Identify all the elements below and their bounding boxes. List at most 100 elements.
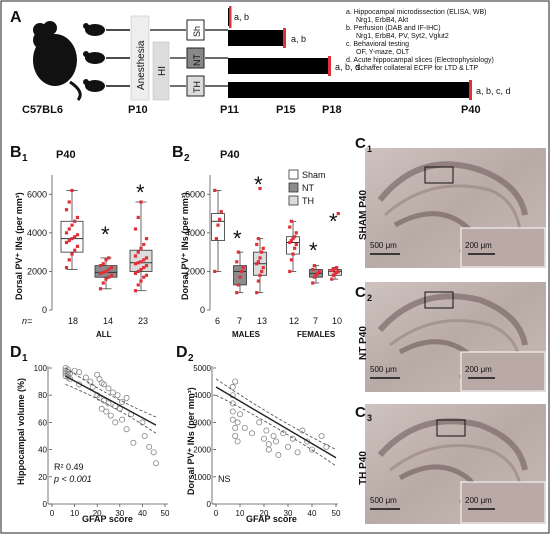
data-point — [109, 273, 114, 277]
panel-b1-ylabel: Dorsal PV⁺ INs (per mm³) — [14, 192, 24, 300]
panel-b1-sub: 1 — [22, 153, 28, 164]
data-point — [76, 369, 83, 376]
data-point — [304, 438, 311, 445]
data-point — [270, 432, 277, 439]
data-point — [235, 291, 239, 295]
data-point — [82, 374, 89, 381]
data-point — [96, 394, 103, 401]
y-tick-label: 2000 — [193, 446, 211, 455]
y-tick-label: 80 — [38, 391, 47, 400]
data-point — [299, 427, 306, 434]
data-point — [136, 250, 140, 254]
data-point — [256, 260, 260, 264]
data-point — [234, 438, 241, 445]
y-tick-label: 4000 — [27, 228, 47, 238]
data-point — [214, 237, 218, 241]
data-point — [280, 430, 287, 437]
data-point — [101, 270, 105, 274]
bar-annotation-1: a, b — [234, 12, 249, 22]
b2-group-females: FEMALES — [297, 330, 336, 339]
data-point — [232, 432, 239, 439]
data-point — [144, 273, 149, 277]
data-point — [104, 269, 108, 274]
data-point — [133, 271, 138, 275]
timepoint-p40: P40 — [461, 104, 481, 116]
panel-d1-xlabel: GFAP score — [82, 514, 133, 524]
data-point — [105, 400, 112, 407]
y-tick-label: 2000 — [185, 266, 205, 276]
y-tick-label: 60 — [38, 418, 47, 427]
data-point — [293, 235, 297, 239]
y-tick-label: 40 — [38, 446, 47, 455]
b2-group-males: MALES — [232, 330, 261, 339]
timeline-bar-p18 — [228, 58, 330, 74]
data-point — [105, 385, 112, 392]
data-point — [314, 273, 318, 277]
data-point — [284, 443, 291, 450]
data-point — [70, 252, 74, 256]
data-point — [263, 427, 270, 434]
data-point — [294, 449, 301, 456]
x-tick-label: 0 — [214, 509, 219, 518]
data-point — [336, 211, 340, 216]
legend-line: c. Behavioral testing — [346, 41, 409, 48]
b2-n-4: 12 — [289, 316, 299, 326]
data-point — [104, 277, 108, 281]
data-point — [133, 262, 138, 266]
data-point — [256, 419, 263, 426]
panel-d1-ylabel: Hippocampal volume (%) — [16, 378, 26, 485]
b2-star-male-nt: * — [233, 226, 242, 251]
data-point — [130, 439, 137, 446]
data-point — [258, 273, 262, 277]
data-point — [114, 392, 121, 399]
confidence-band — [65, 383, 157, 434]
data-point — [107, 275, 111, 279]
scale-inset: 200 μm — [465, 365, 492, 374]
legend-line: OF, Y-maze, OLT — [356, 49, 410, 56]
panel-b2-label: B — [172, 144, 184, 161]
data-point — [75, 215, 80, 220]
data-point — [316, 271, 320, 275]
data-point — [331, 273, 335, 277]
fit-line — [65, 375, 157, 426]
box — [60, 220, 84, 253]
x-tick-label: 0 — [50, 509, 55, 518]
data-point — [139, 419, 146, 426]
data-point — [248, 430, 255, 437]
y-tick-label: 100 — [34, 364, 48, 373]
panel-b1-age: P40 — [56, 149, 76, 161]
d1-p: p < 0.001 — [53, 474, 92, 484]
b1-star-nt: * — [101, 222, 110, 247]
data-point — [101, 281, 105, 285]
y-tick-label: 20 — [38, 473, 47, 482]
data-point — [288, 225, 292, 229]
data-point — [260, 250, 264, 254]
data-point — [64, 208, 69, 212]
data-point — [229, 384, 236, 391]
y-tick-label: 6000 — [185, 189, 205, 199]
data-point — [288, 240, 292, 245]
data-point — [218, 217, 222, 221]
data-point — [142, 242, 146, 247]
b2-n-1: 6 — [215, 316, 220, 326]
data-point — [294, 231, 298, 235]
inset-image — [460, 227, 546, 268]
data-point — [213, 188, 217, 193]
x-tick-label: 40 — [308, 509, 317, 518]
panel-d1-sub: 1 — [22, 353, 28, 364]
b1-n-nt: 14 — [103, 316, 113, 326]
data-point — [107, 412, 114, 419]
pup-row-3 — [83, 79, 130, 92]
data-point — [323, 443, 330, 450]
pup-mouse-icon — [85, 52, 105, 64]
fit-line — [215, 386, 337, 459]
panel-c1: C 1 SHAM P40 500 μm 200 μm — [355, 135, 546, 268]
data-point — [317, 269, 321, 274]
data-point — [146, 443, 153, 450]
data-point — [275, 452, 282, 459]
y-tick-label: 1000 — [193, 473, 211, 482]
timeline-end-p15 — [283, 28, 286, 48]
b2-star-female-nt: * — [309, 238, 318, 263]
data-point — [335, 270, 339, 274]
